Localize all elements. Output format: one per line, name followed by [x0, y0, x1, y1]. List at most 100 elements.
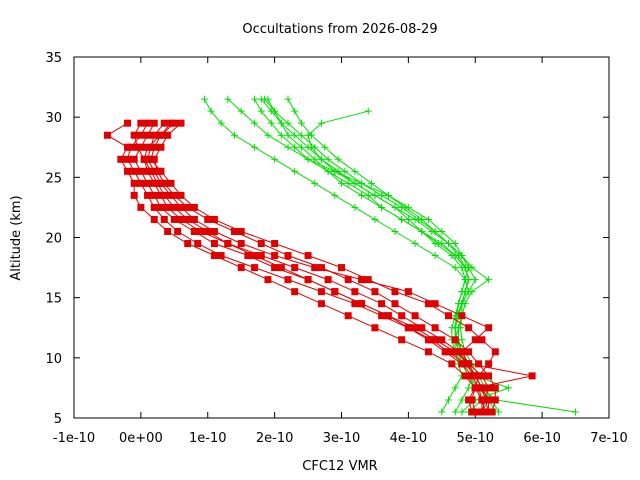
data-point [378, 300, 386, 308]
data-point [177, 215, 185, 223]
data-point [297, 143, 305, 151]
data-point [461, 264, 469, 272]
data-point [190, 227, 198, 235]
data-point [391, 227, 399, 235]
data-point [351, 288, 359, 296]
data-point [331, 288, 339, 296]
data-point [251, 252, 259, 260]
data-point [210, 240, 218, 248]
y-tick-label: 15 [45, 292, 62, 307]
data-point [160, 191, 168, 199]
data-point [364, 107, 372, 115]
data-point [264, 131, 272, 139]
chart-title: Occultations from 2026-08-29 [242, 22, 437, 37]
data-point [485, 384, 493, 392]
data-point [200, 95, 208, 103]
data-point [184, 240, 192, 248]
data-point [204, 227, 212, 235]
data-point [224, 240, 232, 248]
data-point [210, 227, 218, 235]
data-point [491, 396, 499, 404]
data-point [167, 191, 175, 199]
data-point [150, 191, 158, 199]
data-point [324, 276, 332, 284]
data-point [458, 348, 466, 356]
data-point [458, 408, 466, 416]
data-point [284, 143, 292, 151]
data-point [491, 348, 499, 356]
x-tick-label: 2e-10 [256, 431, 294, 446]
data-point [368, 179, 376, 187]
data-point [177, 203, 185, 211]
data-point [478, 336, 486, 344]
data-point [251, 143, 259, 151]
data-point [130, 167, 138, 175]
data-point [371, 288, 379, 296]
x-tick-label: 4e-10 [390, 431, 428, 446]
data-point [485, 276, 493, 284]
data-point [284, 119, 292, 127]
data-point [117, 155, 125, 163]
data-point [317, 119, 325, 127]
data-point [207, 107, 215, 115]
data-point [338, 179, 345, 187]
data-point [311, 179, 319, 187]
data-point [455, 252, 463, 260]
data-point [190, 215, 198, 223]
data-point [485, 360, 493, 368]
data-point [177, 119, 185, 127]
data-point [311, 155, 319, 163]
data-point [358, 179, 366, 187]
data-point [271, 107, 279, 115]
data-point [371, 191, 379, 199]
data-point [160, 215, 168, 223]
data-point [384, 191, 392, 199]
data-point [267, 119, 275, 127]
data-point [458, 396, 466, 404]
data-point [358, 300, 366, 308]
data-point [170, 203, 178, 211]
data-point [137, 203, 145, 211]
data-point [334, 155, 342, 163]
data-point [164, 131, 172, 139]
y-tick-label: 10 [45, 352, 62, 367]
data-point [164, 203, 172, 211]
data-point [311, 143, 319, 151]
plot-frame [73, 56, 610, 419]
data-point [291, 131, 299, 139]
data-point [324, 167, 332, 175]
data-point [458, 336, 466, 344]
data-point [190, 203, 198, 211]
x-tick-label: 3e-10 [323, 431, 361, 446]
x-tick-label: 0e+00 [119, 431, 163, 446]
data-point [344, 312, 352, 320]
data-point [371, 215, 379, 223]
data-point [398, 336, 406, 344]
data-point [137, 179, 145, 187]
data-point [351, 300, 359, 308]
data-point [485, 372, 493, 380]
data-point [284, 276, 292, 284]
data-point [150, 131, 158, 139]
data-point [257, 107, 265, 115]
data-point [251, 119, 259, 127]
data-point [150, 215, 158, 223]
data-point [475, 372, 483, 380]
data-point [451, 336, 459, 344]
data-point [468, 396, 476, 404]
data-point [184, 215, 192, 223]
data-point [204, 215, 212, 223]
data-point [130, 179, 138, 187]
data-point [157, 179, 165, 187]
data-point [237, 107, 245, 115]
data-point [130, 191, 138, 199]
data-point [124, 155, 131, 163]
data-point [481, 408, 489, 416]
data-point [471, 336, 479, 344]
data-point [438, 408, 446, 416]
data-point [478, 396, 486, 404]
data-point [488, 408, 496, 416]
data-point [448, 360, 456, 368]
data-point [127, 143, 135, 151]
data-point [461, 288, 469, 296]
